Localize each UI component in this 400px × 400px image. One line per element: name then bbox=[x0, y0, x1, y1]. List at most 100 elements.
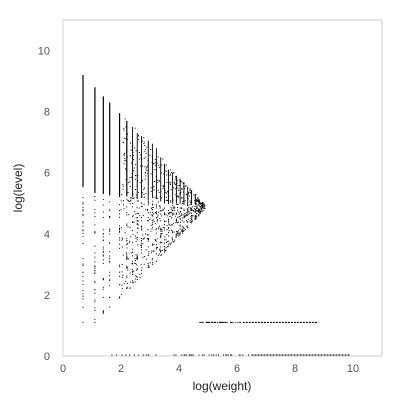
data-point bbox=[133, 167, 135, 169]
data-point bbox=[175, 218, 177, 220]
data-point bbox=[160, 234, 162, 236]
data-point bbox=[183, 186, 185, 188]
data-point bbox=[151, 162, 153, 164]
data-point bbox=[94, 289, 96, 291]
data-point bbox=[140, 264, 142, 266]
x-tick-label: 8 bbox=[292, 363, 298, 375]
data-point bbox=[167, 246, 169, 248]
data-point bbox=[155, 217, 157, 219]
data-point bbox=[176, 232, 178, 234]
data-point bbox=[184, 200, 186, 202]
data-point bbox=[173, 206, 175, 208]
data-point bbox=[190, 216, 192, 218]
data-point bbox=[121, 354, 123, 356]
data-point bbox=[196, 200, 198, 202]
data-point bbox=[132, 241, 134, 243]
data-point bbox=[139, 215, 141, 217]
data-point bbox=[179, 218, 181, 220]
data-point bbox=[137, 175, 139, 177]
data-point bbox=[134, 258, 136, 260]
data-point bbox=[122, 188, 124, 190]
data-point bbox=[164, 189, 166, 191]
data-point bbox=[153, 185, 155, 187]
data-point bbox=[202, 207, 204, 209]
data-point bbox=[147, 240, 149, 242]
data-point bbox=[167, 172, 169, 174]
point-column bbox=[82, 74, 84, 323]
data-point bbox=[160, 210, 162, 212]
data-point bbox=[191, 215, 193, 217]
data-point bbox=[195, 217, 197, 219]
data-point bbox=[226, 321, 228, 323]
data-point bbox=[198, 214, 200, 216]
data-point bbox=[187, 214, 189, 216]
data-point bbox=[152, 222, 154, 224]
data-point bbox=[132, 233, 134, 235]
data-point bbox=[194, 200, 196, 202]
data-point bbox=[139, 165, 141, 167]
data-point bbox=[183, 227, 185, 229]
data-point bbox=[135, 263, 137, 265]
data-point bbox=[160, 215, 162, 217]
data-point bbox=[141, 225, 143, 227]
data-point bbox=[198, 214, 200, 216]
data-point bbox=[129, 177, 131, 179]
data-point bbox=[109, 280, 111, 282]
data-point bbox=[135, 194, 137, 196]
data-point bbox=[167, 241, 169, 243]
data-point bbox=[182, 202, 184, 204]
data-point bbox=[123, 153, 125, 155]
data-point bbox=[109, 209, 111, 211]
data-point bbox=[189, 202, 191, 204]
data-point bbox=[161, 254, 163, 256]
data-point bbox=[237, 321, 239, 323]
data-point bbox=[102, 198, 104, 200]
data-point bbox=[119, 275, 121, 277]
data-point bbox=[132, 262, 134, 264]
data-point bbox=[183, 210, 185, 212]
data-point bbox=[171, 208, 173, 210]
data-point bbox=[109, 233, 111, 235]
data-point bbox=[197, 197, 199, 199]
data-point bbox=[82, 210, 84, 212]
data-point bbox=[166, 215, 168, 217]
data-point bbox=[163, 185, 165, 187]
point-column bbox=[160, 157, 162, 256]
data-point bbox=[126, 287, 128, 289]
data-point bbox=[109, 216, 111, 218]
data-point bbox=[109, 258, 111, 260]
data-point bbox=[161, 233, 163, 235]
data-point bbox=[181, 228, 183, 230]
data-point bbox=[171, 211, 173, 213]
data-point bbox=[168, 243, 170, 245]
point-column bbox=[179, 178, 181, 235]
data-point bbox=[147, 209, 149, 211]
data-point bbox=[152, 215, 154, 217]
data-point bbox=[154, 169, 156, 171]
data-point bbox=[109, 279, 111, 281]
data-point bbox=[147, 266, 149, 268]
data-point bbox=[132, 193, 134, 195]
data-point bbox=[194, 214, 196, 216]
data-point bbox=[102, 229, 104, 231]
data-point bbox=[141, 165, 143, 167]
data-point bbox=[145, 233, 147, 235]
data-point bbox=[136, 257, 138, 259]
data-point bbox=[207, 321, 209, 323]
data-point bbox=[162, 208, 164, 210]
data-point bbox=[132, 230, 134, 232]
data-point bbox=[168, 213, 170, 215]
data-point bbox=[123, 204, 125, 206]
data-point bbox=[132, 282, 134, 284]
data-point bbox=[82, 264, 84, 266]
data-point bbox=[187, 193, 189, 195]
data-point bbox=[187, 204, 189, 206]
point-column bbox=[109, 102, 111, 308]
data-point bbox=[179, 207, 181, 209]
data-point bbox=[135, 164, 137, 166]
data-point bbox=[140, 244, 142, 246]
x-tick-label: 10 bbox=[347, 363, 359, 375]
data-point bbox=[198, 208, 200, 210]
data-point bbox=[197, 210, 199, 212]
y-tick-label: 2 bbox=[44, 290, 50, 302]
